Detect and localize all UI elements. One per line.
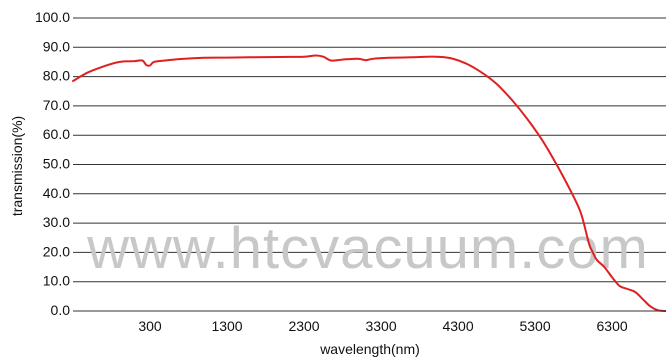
y-tick-label: 100.0 [35,9,70,25]
x-tick-label: 300 [138,318,162,334]
x-axis-title: wavelength(nm) [319,341,420,357]
x-tick-label: 5300 [519,318,550,334]
x-tick-label: 4300 [442,318,473,334]
y-tick-label: 0.0 [51,302,71,318]
y-tick-label: 50.0 [43,156,70,172]
y-tick-label: 10.0 [43,273,70,289]
x-tick-labels: 300 1300 2300 3300 4300 5300 6300 [138,318,628,334]
x-tick-label: 3300 [365,318,396,334]
y-axis-title: transmission(%) [9,116,25,216]
y-tick-label: 70.0 [43,97,70,113]
y-tick-label: 60.0 [43,126,70,142]
y-tick-label: 90.0 [43,38,70,54]
y-tick-label: 30.0 [43,214,70,230]
y-tick-labels: 0.0 10.0 20.0 30.0 40.0 50.0 60.0 70.0 80.0 90.0 1… [35,9,70,318]
y-tick-label: 20.0 [43,243,70,259]
watermark-text: www.htcvacuum.com [86,216,649,281]
y-tick-label: 80.0 [43,68,70,84]
x-tick-label: 6300 [597,318,628,334]
x-tick-label: 2300 [288,318,319,334]
x-tick-label: 1300 [211,318,242,334]
y-tick-label: 40.0 [43,185,70,201]
